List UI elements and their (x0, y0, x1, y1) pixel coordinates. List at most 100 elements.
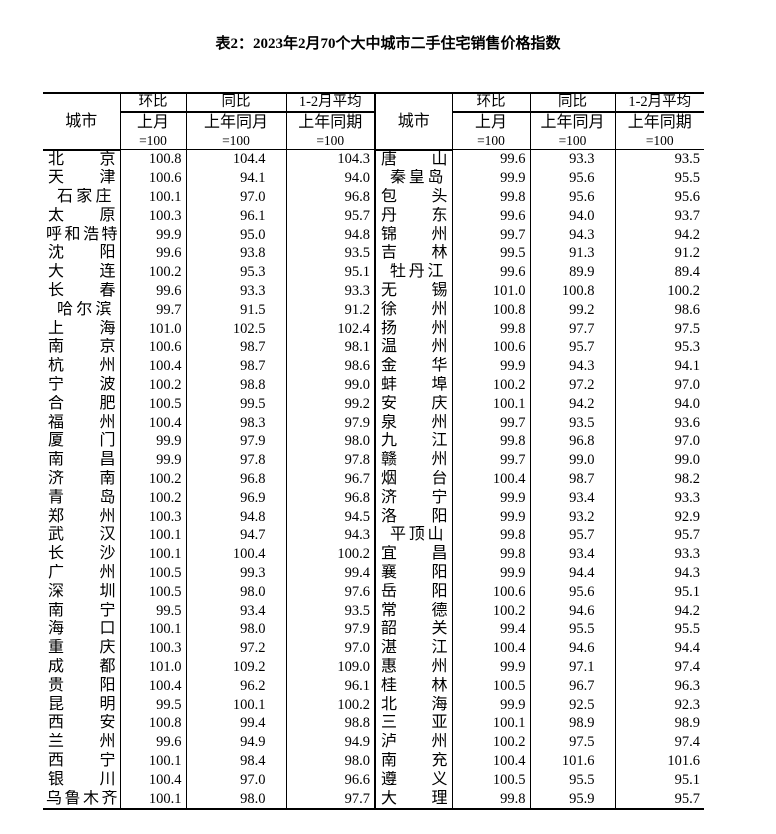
mom-value: 99.5 (120, 695, 187, 715)
yoy-value: 94.2 (530, 394, 616, 414)
avg-value: 94.3 (674, 565, 700, 582)
city-name: 九江 (375, 432, 453, 452)
table-row: 郑州 100.3 94.8 94.5 洛阳 99.9 93.2 92.9 (43, 507, 704, 527)
yoy-value: 99.4 (186, 714, 287, 734)
table-title: 表2：2023年2月70个大中城市二手住宅销售价格指数 (215, 36, 561, 52)
mom-value: 100.6 (120, 169, 187, 189)
avg-value: 99.0 (286, 376, 376, 395)
avg-value: 97.8 (286, 451, 376, 471)
yoy-value: 97.0 (186, 188, 287, 207)
avg-value: 98.8 (286, 714, 376, 734)
city-name: 惠州 (375, 658, 453, 677)
city-name: 安庆 (375, 394, 453, 414)
avg-value: 95.5 (674, 621, 700, 638)
mom-value: 101.0 (120, 319, 187, 339)
table-row: 石家庄 100.1 97.0 96.8 包头 99.8 95.6 95.6 (43, 188, 704, 207)
yoy-value: 93.2 (530, 507, 616, 527)
yoy-value: 109.2 (186, 658, 287, 677)
avg-value: 99.4 (286, 564, 376, 583)
yoy-value: 100.4 (186, 545, 287, 565)
mom-value: 99.8 (452, 545, 531, 565)
table-row: 沈阳 99.6 93.8 93.5 吉林 99.5 91.3 91.2 (43, 244, 704, 264)
city-name: 郑州 (43, 507, 121, 527)
city-name: 丹东 (375, 206, 453, 226)
avg-value: 95.3 (674, 339, 700, 356)
yoy-value: 104.4 (186, 149, 287, 170)
yoy-value: 97.9 (186, 432, 287, 452)
city-name: 青岛 (43, 488, 121, 508)
city-name: 太原 (43, 206, 121, 226)
yoy-value: 97.1 (530, 658, 616, 677)
avg-value: 93.3 (674, 489, 700, 506)
mom-value: 100.1 (120, 752, 187, 771)
table-row: 南京 100.6 98.7 98.1 温州 100.6 95.7 95.3 (43, 338, 704, 358)
yoy-value: 95.5 (530, 620, 616, 640)
mom-value: 99.9 (120, 451, 187, 471)
header-mom-eq: =100 (120, 133, 187, 150)
avg-value: 94.3 (286, 526, 376, 546)
avg-value: 104.3 (286, 149, 376, 170)
mom-value: 100.5 (452, 676, 531, 696)
mom-value: 100.8 (120, 149, 187, 170)
city-name: 锦州 (375, 225, 453, 245)
yoy-value: 100.8 (530, 282, 616, 301)
avg-value: 96.1 (286, 676, 376, 696)
yoy-value: 95.7 (530, 526, 616, 546)
mom-value: 100.1 (120, 545, 187, 565)
yoy-value: 98.0 (186, 789, 287, 811)
avg-value: 97.0 (286, 639, 376, 659)
table-row: 昆明 99.5 100.1 100.2 北海 99.9 92.5 92.3 (43, 695, 704, 715)
yoy-value: 91.5 (186, 300, 287, 320)
city-name: 广州 (43, 564, 121, 583)
mom-value: 100.3 (120, 639, 187, 659)
mom-value: 99.7 (452, 451, 531, 471)
mom-value: 100.4 (120, 413, 187, 433)
avg-value: 97.0 (674, 377, 700, 394)
mom-value: 99.6 (120, 244, 187, 264)
yoy-value: 99.0 (530, 451, 616, 471)
mom-value: 99.9 (452, 658, 531, 677)
table-row: 银川 100.4 97.0 96.6 遵义 100.5 95.5 95.1 (43, 770, 704, 790)
mom-value: 99.7 (452, 225, 531, 245)
avg-value: 98.0 (286, 432, 376, 452)
avg-value: 96.6 (286, 770, 376, 790)
mom-value: 100.1 (452, 394, 531, 414)
city-name: 扬州 (375, 319, 453, 339)
avg-value: 99.0 (674, 452, 700, 469)
yoy-value: 100.1 (186, 695, 287, 715)
mom-value: 99.5 (120, 601, 187, 621)
header-yoy-eq: =100 (186, 133, 287, 150)
header-yoy-base: 上年同月 (186, 112, 287, 133)
city-name: 温州 (375, 338, 453, 358)
city-name: 武汉 (43, 526, 121, 546)
yoy-value: 97.7 (530, 319, 616, 339)
header-avg-eq-2: =100 (615, 133, 704, 150)
table-row: 济南 100.2 96.8 96.7 烟台 100.4 98.7 98.2 (43, 470, 704, 489)
yoy-value: 97.0 (186, 770, 287, 790)
avg-value: 95.1 (674, 583, 700, 600)
city-name: 北京 (43, 149, 121, 170)
avg-value: 98.6 (286, 357, 376, 377)
table-row: 广州 100.5 99.3 99.4 襄阳 99.9 94.4 94.3 (43, 564, 704, 583)
city-name: 上海 (43, 319, 121, 339)
yoy-value: 95.3 (186, 263, 287, 283)
avg-value: 95.7 (615, 789, 704, 811)
mom-value: 100.3 (120, 206, 187, 226)
mom-value: 99.8 (452, 319, 531, 339)
avg-value: 100.2 (286, 545, 376, 565)
avg-value: 94.0 (286, 169, 376, 189)
city-name: 宁波 (43, 376, 121, 395)
header-avg: 1-2月平均 (286, 92, 376, 113)
avg-value: 93.5 (286, 601, 376, 621)
yoy-value: 93.5 (530, 413, 616, 433)
mom-value: 99.6 (120, 282, 187, 301)
avg-value: 98.9 (674, 715, 700, 732)
yoy-value: 95.6 (530, 188, 616, 207)
mom-value: 100.6 (120, 338, 187, 358)
city-name: 秦皇岛 (375, 169, 453, 189)
mom-value: 100.5 (120, 394, 187, 414)
city-name: 无锡 (375, 282, 453, 301)
avg-value: 93.7 (674, 207, 700, 224)
avg-value: 97.7 (286, 789, 376, 811)
city-name: 贵阳 (43, 676, 121, 696)
